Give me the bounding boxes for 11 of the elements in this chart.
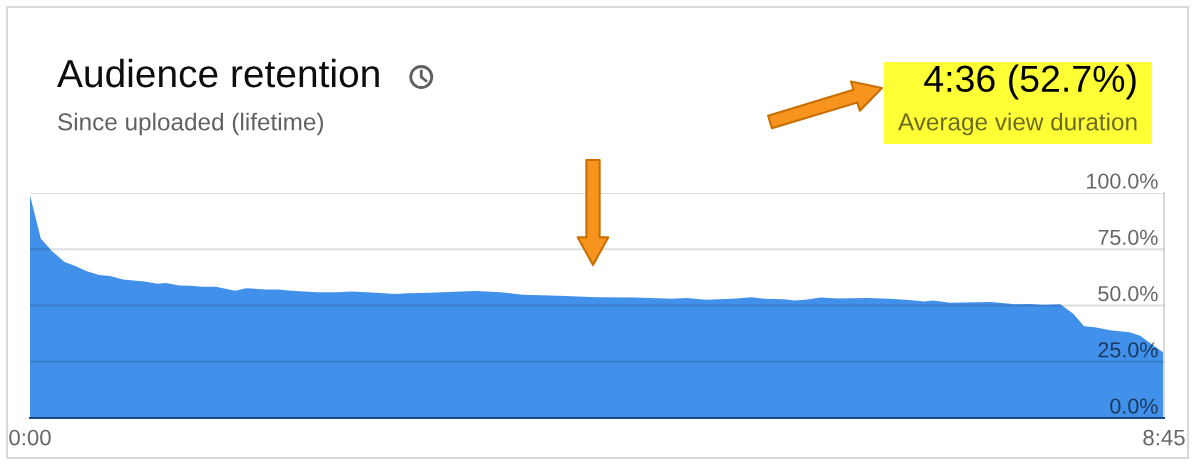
y-tick-label: 100.0% (1087, 173, 1158, 189)
x-tick-label: 0:00 (9, 429, 51, 446)
text: Average view duration (898, 112, 1137, 136)
chart-subtitle: Since uploaded (lifetime) (58, 112, 323, 136)
y-tick-label: 50.0% (1098, 286, 1158, 302)
y-tick-label: 25.0% (1098, 342, 1158, 358)
chart-title: Audience retention (57, 58, 379, 88)
x-tick-label: 8:45 (1143, 429, 1185, 446)
y-tick-label: 0.0% (1110, 398, 1158, 414)
text: 4:36 (52.7%) (924, 64, 1136, 100)
y-tick-label: 75.0% (1098, 229, 1158, 245)
